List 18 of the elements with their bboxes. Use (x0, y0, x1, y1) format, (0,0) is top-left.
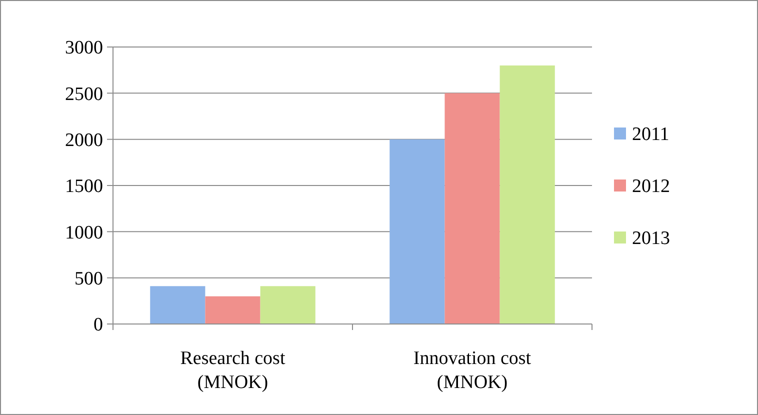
bar (390, 139, 445, 324)
legend-label: 2013 (632, 228, 670, 250)
legend-label: 2012 (632, 176, 670, 198)
bar (205, 296, 260, 324)
bar (444, 93, 500, 324)
bar (500, 65, 555, 324)
bar (150, 286, 206, 324)
y-tick-label: 0 (94, 314, 103, 336)
y-tick-label: 3000 (65, 38, 103, 59)
x-tick-label: Innovation cost (MNOK) (413, 348, 532, 393)
legend-label: 2011 (632, 124, 670, 146)
y-tick-label: 500 (74, 268, 103, 290)
y-tick-label: 2500 (65, 84, 103, 105)
bar (260, 286, 316, 324)
y-tick-label: 1000 (65, 222, 103, 244)
y-tick-label: 1500 (65, 176, 103, 198)
y-tick-label: 2000 (65, 130, 103, 151)
x-tick-label: Research cost (MNOK) (180, 348, 286, 393)
